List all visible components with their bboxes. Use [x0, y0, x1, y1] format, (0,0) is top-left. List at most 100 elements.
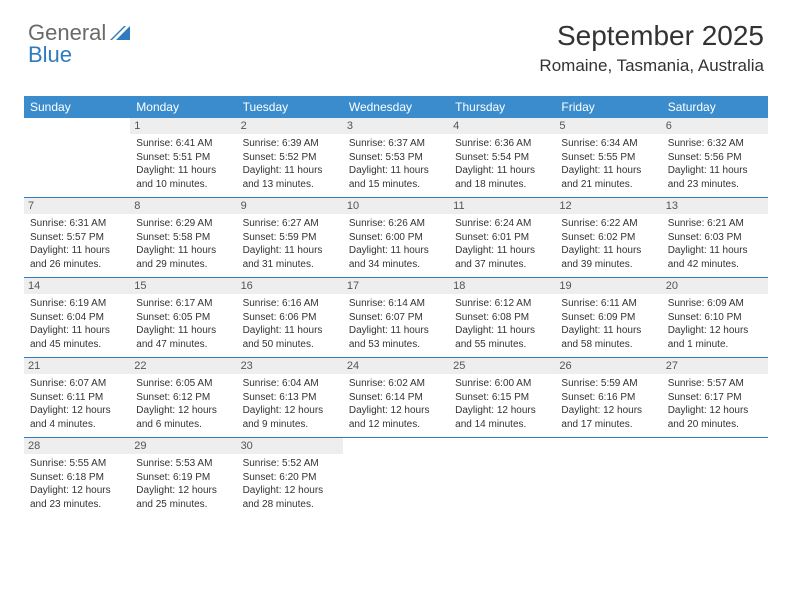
daylight-text: Daylight: 12 hours and 4 minutes. — [30, 404, 124, 431]
day-number: 23 — [237, 358, 343, 374]
day-number: 25 — [449, 358, 555, 374]
sunrise-text: Sunrise: 6:39 AM — [243, 137, 337, 151]
sunrise-text: Sunrise: 6:34 AM — [561, 137, 655, 151]
sunrise-text: Sunrise: 5:55 AM — [30, 457, 124, 471]
calendar: Sunday Monday Tuesday Wednesday Thursday… — [24, 96, 768, 517]
day-number: 12 — [555, 198, 661, 214]
calendar-cell: 6Sunrise: 6:32 AMSunset: 5:56 PMDaylight… — [662, 118, 768, 197]
calendar-cell: 24Sunrise: 6:02 AMSunset: 6:14 PMDayligh… — [343, 358, 449, 437]
calendar-cell: 23 Sunrise: 6:04 AMSunset: 6:13 PMDayligh… — [237, 358, 343, 437]
sunrise-text: Sunrise: 6:29 AM — [136, 217, 230, 231]
calendar-cell: 14Sunrise: 6:19 AMSunset: 6:04 PMDayligh… — [24, 278, 130, 357]
daylight-text: Daylight: 11 hours and 15 minutes. — [349, 164, 443, 191]
sunset-text: Sunset: 6:01 PM — [455, 231, 549, 245]
calendar-cell: 9Sunrise: 6:27 AMSunset: 5:59 PMDaylight… — [237, 198, 343, 277]
cell-details: Sunrise: 6:00 AMSunset: 6:15 PMDaylight:… — [455, 377, 549, 431]
day-number: 15 — [130, 278, 236, 294]
sunset-text: Sunset: 5:57 PM — [30, 231, 124, 245]
daylight-text: Daylight: 11 hours and 37 minutes. — [455, 244, 549, 271]
daylight-text: Daylight: 11 hours and 23 minutes. — [668, 164, 762, 191]
sunrise-text: Sunrise: 5:52 AM — [243, 457, 337, 471]
cell-details: Sunrise: 6:09 AMSunset: 6:10 PMDaylight:… — [668, 297, 762, 351]
calendar-cell: 27Sunrise: 5:57 AMSunset: 6:17 PMDayligh… — [662, 358, 768, 437]
daylight-text: Daylight: 12 hours and 23 minutes. — [30, 484, 124, 511]
cell-details: Sunrise: 6:16 AMSunset: 6:06 PMDaylight:… — [243, 297, 337, 351]
calendar-week: 14Sunrise: 6:19 AMSunset: 6:04 PMDayligh… — [24, 277, 768, 357]
sunset-text: Sunset: 6:16 PM — [561, 391, 655, 405]
calendar-cell: 2Sunrise: 6:39 AMSunset: 5:52 PMDaylight… — [237, 118, 343, 197]
day-number: 19 — [555, 278, 661, 294]
sunrise-text: Sunrise: 6:41 AM — [136, 137, 230, 151]
sunrise-text: Sunrise: 5:53 AM — [136, 457, 230, 471]
day-header: Sunday — [24, 96, 130, 118]
daylight-text: Daylight: 11 hours and 18 minutes. — [455, 164, 549, 191]
cell-details: Sunrise: 6:22 AMSunset: 6:02 PMDaylight:… — [561, 217, 655, 271]
calendar-cell: 30Sunrise: 5:52 AMSunset: 6:20 PMDayligh… — [237, 438, 343, 517]
calendar-cell: 28Sunrise: 5:55 AMSunset: 6:18 PMDayligh… — [24, 438, 130, 517]
sunrise-text: Sunrise: 6:26 AM — [349, 217, 443, 231]
sunset-text: Sunset: 6:12 PM — [136, 391, 230, 405]
cell-details: Sunrise: 6:27 AMSunset: 5:59 PMDaylight:… — [243, 217, 337, 271]
day-header: Saturday — [662, 96, 768, 118]
daylight-text: Daylight: 11 hours and 34 minutes. — [349, 244, 443, 271]
calendar-cell: 22Sunrise: 6:05 AMSunset: 6:12 PMDayligh… — [130, 358, 236, 437]
day-number: 27 — [662, 358, 768, 374]
calendar-cell: 13Sunrise: 6:21 AMSunset: 6:03 PMDayligh… — [662, 198, 768, 277]
calendar-cell: 10Sunrise: 6:26 AMSunset: 6:00 PMDayligh… — [343, 198, 449, 277]
daylight-text: Daylight: 11 hours and 45 minutes. — [30, 324, 124, 351]
daylight-text: Daylight: 11 hours and 47 minutes. — [136, 324, 230, 351]
sunset-text: Sunset: 5:59 PM — [243, 231, 337, 245]
cell-details: Sunrise: 5:59 AMSunset: 6:16 PMDaylight:… — [561, 377, 655, 431]
sunset-text: Sunset: 6:19 PM — [136, 471, 230, 485]
sunset-text: Sunset: 6:10 PM — [668, 311, 762, 325]
sunset-text: Sunset: 5:54 PM — [455, 151, 549, 165]
calendar-cell: 19 Sunrise: 6:11 AMSunset: 6:09 PMDayligh… — [555, 278, 661, 357]
day-number: 17 — [343, 278, 449, 294]
daylight-text: Daylight: 11 hours and 26 minutes. — [30, 244, 124, 271]
sunset-text: Sunset: 6:08 PM — [455, 311, 549, 325]
cell-details: Sunrise: 6:14 AMSunset: 6:07 PMDaylight:… — [349, 297, 443, 351]
cell-details: Sunrise: 6:04 AMSunset: 6:13 PMDaylight:… — [243, 377, 337, 431]
calendar-cell — [343, 438, 449, 517]
sunset-text: Sunset: 6:06 PM — [243, 311, 337, 325]
calendar-header-row: Sunday Monday Tuesday Wednesday Thursday… — [24, 96, 768, 118]
calendar-cell: 12 Sunrise: 6:22 AMSunset: 6:02 PMDayligh… — [555, 198, 661, 277]
page-title: September 2025 — [557, 20, 764, 52]
cell-details: Sunrise: 6:39 AMSunset: 5:52 PMDaylight:… — [243, 137, 337, 191]
sunrise-text: Sunrise: 6:00 AM — [455, 377, 549, 391]
day-header: Tuesday — [237, 96, 343, 118]
daylight-text: Daylight: 11 hours and 39 minutes. — [561, 244, 655, 271]
daylight-text: Daylight: 11 hours and 55 minutes. — [455, 324, 549, 351]
daylight-text: Daylight: 11 hours and 53 minutes. — [349, 324, 443, 351]
sunset-text: Sunset: 6:04 PM — [30, 311, 124, 325]
sunset-text: Sunset: 6:02 PM — [561, 231, 655, 245]
day-number: 14 — [24, 278, 130, 294]
cell-details: Sunrise: 6:21 AMSunset: 6:03 PMDaylight:… — [668, 217, 762, 271]
cell-details: Sunrise: 6:37 AMSunset: 5:53 PMDaylight:… — [349, 137, 443, 191]
daylight-text: Daylight: 11 hours and 29 minutes. — [136, 244, 230, 271]
calendar-cell: 7Sunrise: 6:31 AMSunset: 5:57 PMDaylight… — [24, 198, 130, 277]
daylight-text: Daylight: 12 hours and 25 minutes. — [136, 484, 230, 511]
day-number: 3 — [343, 118, 449, 134]
cell-details: Sunrise: 6:32 AMSunset: 5:56 PMDaylight:… — [668, 137, 762, 191]
sunset-text: Sunset: 6:03 PM — [668, 231, 762, 245]
sunset-text: Sunset: 6:15 PM — [455, 391, 549, 405]
calendar-cell: 25 Sunrise: 6:00 AMSunset: 6:15 PMDayligh… — [449, 358, 555, 437]
sunset-text: Sunset: 6:17 PM — [668, 391, 762, 405]
day-header: Monday — [130, 96, 236, 118]
daylight-text: Daylight: 11 hours and 42 minutes. — [668, 244, 762, 271]
daylight-text: Daylight: 12 hours and 6 minutes. — [136, 404, 230, 431]
cell-details: Sunrise: 6:11 AMSunset: 6:09 PMDaylight:… — [561, 297, 655, 351]
sunset-text: Sunset: 6:09 PM — [561, 311, 655, 325]
day-number: 21 — [24, 358, 130, 374]
sunrise-text: Sunrise: 6:05 AM — [136, 377, 230, 391]
calendar-cell — [555, 438, 661, 517]
day-number: 1 — [130, 118, 236, 134]
sunset-text: Sunset: 6:05 PM — [136, 311, 230, 325]
calendar-cell: 4Sunrise: 6:36 AMSunset: 5:54 PMDaylight… — [449, 118, 555, 197]
sunrise-text: Sunrise: 6:12 AM — [455, 297, 549, 311]
daylight-text: Daylight: 11 hours and 31 minutes. — [243, 244, 337, 271]
day-number: 20 — [662, 278, 768, 294]
sunset-text: Sunset: 6:18 PM — [30, 471, 124, 485]
cell-details: Sunrise: 6:26 AMSunset: 6:00 PMDaylight:… — [349, 217, 443, 271]
